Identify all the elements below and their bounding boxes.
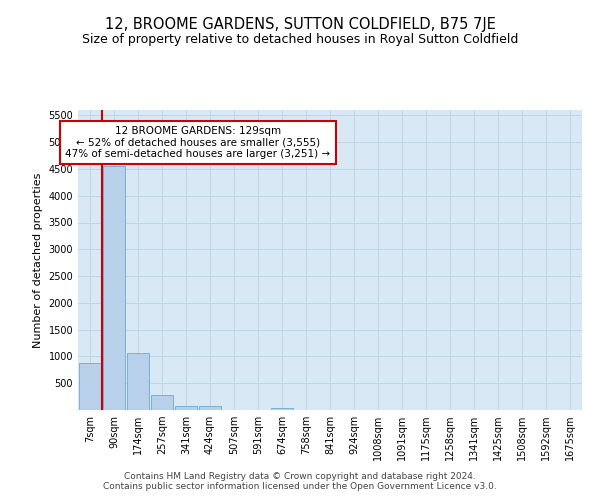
- Bar: [151, 395, 173, 410]
- Bar: [199, 406, 221, 410]
- Text: 12, BROOME GARDENS, SUTTON COLDFIELD, B75 7JE: 12, BROOME GARDENS, SUTTON COLDFIELD, B7…: [104, 18, 496, 32]
- Bar: [127, 353, 149, 410]
- Y-axis label: Number of detached properties: Number of detached properties: [33, 172, 43, 348]
- Text: Contains HM Land Registry data © Crown copyright and database right 2024.: Contains HM Land Registry data © Crown c…: [124, 472, 476, 481]
- Bar: [79, 363, 101, 410]
- Bar: [103, 166, 125, 410]
- Text: Size of property relative to detached houses in Royal Sutton Coldfield: Size of property relative to detached ho…: [82, 32, 518, 46]
- Text: Contains public sector information licensed under the Open Government Licence v3: Contains public sector information licen…: [103, 482, 497, 491]
- Bar: [271, 408, 293, 410]
- Text: 12 BROOME GARDENS: 129sqm
← 52% of detached houses are smaller (3,555)
47% of se: 12 BROOME GARDENS: 129sqm ← 52% of detac…: [65, 126, 331, 160]
- Bar: [175, 406, 197, 410]
